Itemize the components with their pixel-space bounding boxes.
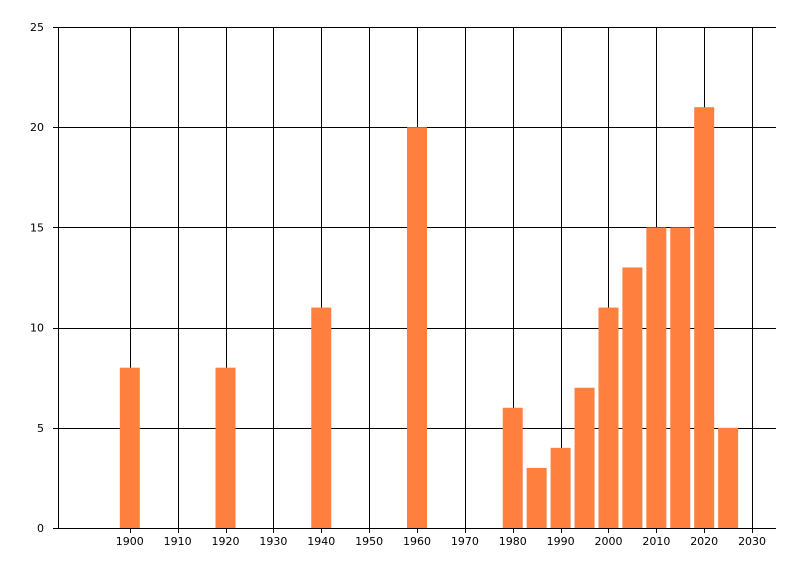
bar [311,307,332,528]
bar [550,447,571,528]
bar [670,227,691,528]
x-tick-label: 1900 [116,535,144,548]
bar [718,427,739,528]
y-tick-label: 0 [37,522,44,535]
x-tick-label: 1960 [403,535,431,548]
bar [694,107,715,528]
bar [646,227,667,528]
y-tick-labels: 0 5 10 15 20 25 [30,21,44,535]
x-tick-label: 1930 [259,535,287,548]
x-tick-label: 2020 [690,535,718,548]
x-tick-label: 2010 [642,535,670,548]
y-tick-label: 20 [30,121,44,134]
bar [407,127,427,528]
bar [622,267,643,528]
bar [502,407,523,528]
x-tick-label: 1980 [499,535,527,548]
x-tick-label: 1910 [164,535,192,548]
x-tick-labels: 1900 1910 1920 1930 1940 1950 1960 1970 1980 1990… [116,535,766,548]
bars [119,107,739,528]
x-tick-label: 1940 [307,535,335,548]
x-tick-label: 1950 [355,535,383,548]
y-tick-label: 25 [30,21,44,34]
bar [119,367,140,528]
x-tick-label: 2030 [738,535,766,548]
bar [526,467,547,528]
bar [598,307,619,528]
x-tick-label: 2000 [594,535,622,548]
axes [53,27,776,533]
bar [574,387,595,528]
bar [215,367,236,528]
x-tick-label: 1970 [451,535,479,548]
x-tick-label: 1990 [547,535,575,548]
x-tick-label: 1920 [212,535,240,548]
y-tick-label: 5 [37,422,44,435]
y-tick-label: 10 [30,322,44,335]
y-tick-label: 15 [30,221,44,234]
